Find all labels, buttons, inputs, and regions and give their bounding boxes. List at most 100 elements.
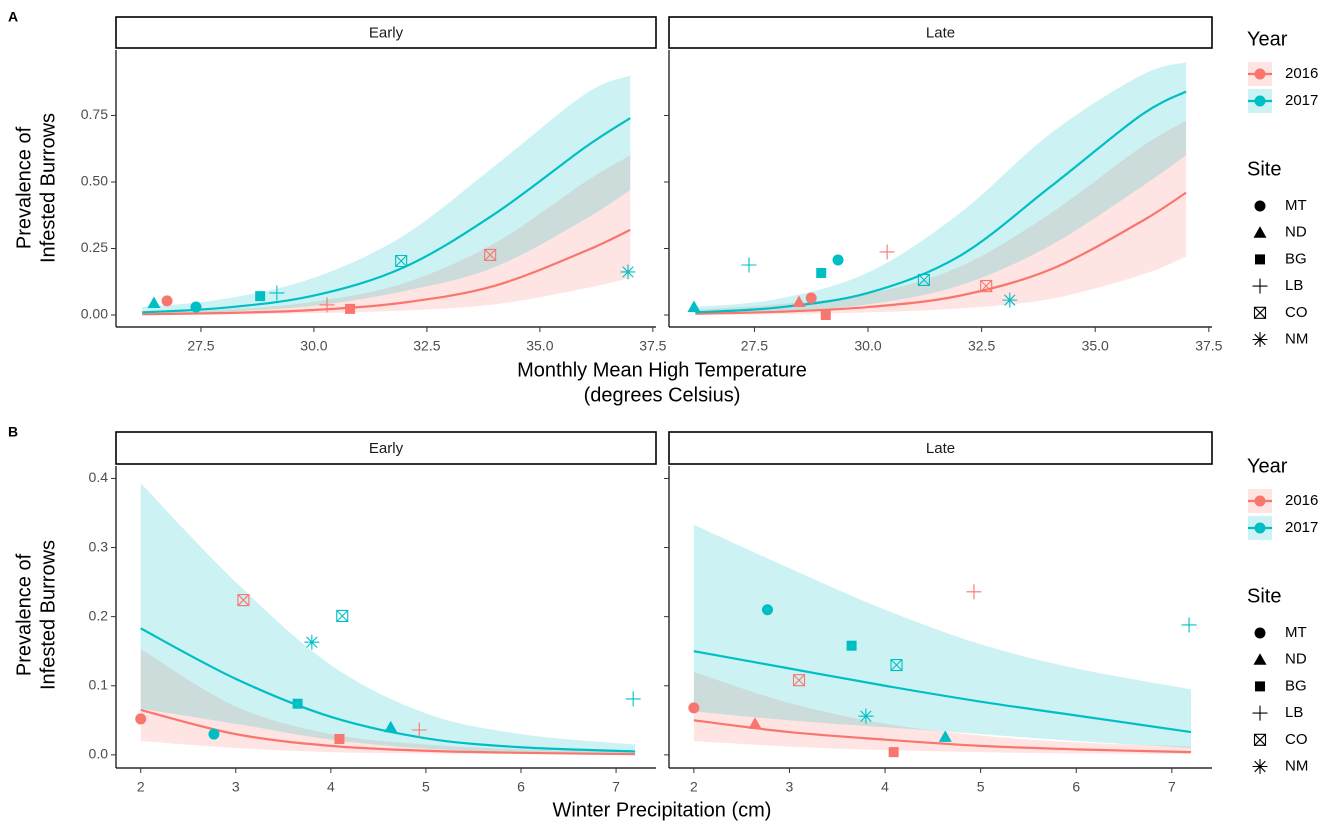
data-point: [980, 279, 993, 293]
data-point: [237, 594, 250, 607]
legend-shape: [1253, 306, 1267, 319]
confidence-ribbon: [142, 75, 631, 315]
data-point: [805, 292, 817, 304]
x-tick-label: 27.5: [187, 338, 214, 354]
x-tick-label: 37.5: [639, 338, 666, 354]
legend-label: 2017: [1285, 92, 1318, 109]
legend-shape: [1252, 705, 1268, 721]
data-point: [858, 708, 874, 724]
x-tick-label: 5: [977, 779, 985, 795]
y-axis-title: Prevalence of: [13, 553, 35, 676]
confidence-ribbon: [140, 649, 636, 755]
legend-shape: [1252, 278, 1268, 294]
x-tick-label: 27.5: [741, 338, 768, 354]
x-tick-label: 5: [422, 779, 430, 795]
data-point: [319, 297, 335, 313]
data-point: [888, 747, 899, 758]
fit-line: [693, 650, 1192, 734]
x-axis-title: Monthly Mean High Temperature: [517, 359, 807, 381]
y-tick-label: 0.0: [89, 746, 109, 762]
data-point: [269, 285, 285, 301]
data-point: [688, 702, 700, 714]
fit-line: [142, 117, 631, 314]
y-tick-label: 0.1: [89, 676, 109, 692]
legend-label: MT: [1285, 624, 1307, 641]
legend-label: ND: [1285, 651, 1307, 668]
legend-label: LB: [1285, 704, 1303, 721]
x-tick-label: 6: [1072, 779, 1080, 795]
x-tick-label: 2: [690, 779, 698, 795]
legend-key-point: [1254, 68, 1266, 80]
data-point: [334, 733, 345, 744]
facet: Late 2 3 4 5 6 7: [664, 431, 1213, 795]
data-point: [620, 264, 636, 280]
legend-shape: [1255, 681, 1265, 692]
legend-label: NM: [1285, 330, 1308, 347]
data-point: [161, 295, 173, 307]
legend-label: ND: [1285, 224, 1307, 241]
data-point: [748, 717, 762, 729]
data-point: [625, 691, 641, 707]
data-point: [938, 730, 952, 742]
legend-label: CO: [1285, 304, 1308, 321]
legend-shape: [1252, 759, 1268, 774]
data-point: [917, 273, 930, 286]
fit-line: [140, 708, 636, 756]
x-tick-label: 3: [232, 779, 240, 795]
data-point: [336, 609, 349, 623]
y-tick-label: 0.25: [81, 239, 108, 255]
legend-title: Year: [1247, 455, 1288, 477]
facet: Early 27.5 30.0 32.5 35.0 37.5 0.00 0.25 0.50 0.7…: [81, 16, 667, 354]
confidence-ribbon: [695, 120, 1187, 315]
confidence-ribbon: [695, 62, 1187, 315]
data-point: [761, 604, 773, 616]
facet-strip: [115, 16, 657, 49]
legend-label: MT: [1285, 197, 1307, 214]
data-point: [890, 658, 903, 672]
data-point: [484, 248, 497, 261]
data-point: [345, 303, 356, 314]
legend-key-point: [1254, 495, 1266, 507]
data-point: [411, 722, 427, 738]
facet-title: Late: [926, 440, 955, 457]
facet-title: Early: [369, 440, 404, 457]
x-axis-title: Winter Precipitation (cm): [553, 799, 772, 821]
y-axis-title: Infested Burrows: [37, 540, 59, 690]
y-tick-label: 0.4: [89, 469, 109, 485]
data-point: [135, 713, 147, 725]
x-tick-label: 4: [327, 779, 335, 795]
data-point: [384, 720, 398, 733]
data-point: [687, 300, 701, 313]
legend-label: 2016: [1285, 492, 1318, 509]
legend-shape: [1254, 627, 1266, 639]
data-point: [879, 244, 895, 260]
data-point: [741, 257, 757, 273]
facet: Early 2 3 4 5 6 7 0.0 0.1 0.2 0.3 0.4: [89, 431, 657, 795]
data-point: [147, 296, 161, 309]
fit-line: [695, 90, 1187, 314]
x-tick-label: 35.0: [1082, 338, 1109, 354]
fit-line: [140, 627, 636, 753]
legend-shape: [1253, 653, 1267, 665]
confidence-ribbon: [142, 155, 631, 315]
data-point: [304, 634, 320, 650]
confidence-ribbon: [693, 524, 1191, 748]
legend-shape: [1254, 200, 1266, 212]
data-point: [395, 254, 408, 268]
legend-label: CO: [1285, 731, 1308, 748]
data-point: [190, 301, 202, 313]
legend-label: 2016: [1285, 65, 1318, 82]
data-point: [820, 310, 831, 321]
x-tick-label: 32.5: [968, 338, 995, 354]
x-axis-title: (degrees Celsius): [584, 384, 741, 406]
x-tick-label: 30.0: [854, 338, 881, 354]
y-tick-label: 0.2: [89, 607, 109, 623]
x-tick-label: 6: [517, 779, 525, 795]
legend-shape: [1253, 733, 1267, 746]
facet-strip: [668, 16, 1213, 49]
y-tick-label: 0.00: [81, 306, 108, 322]
confidence-ribbon: [140, 483, 636, 755]
data-point: [816, 267, 827, 278]
legend-label: BG: [1285, 677, 1307, 694]
